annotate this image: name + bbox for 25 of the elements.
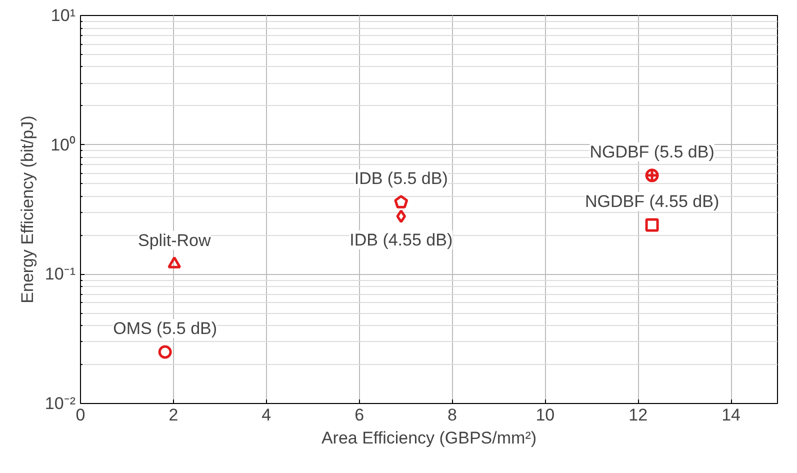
series-label: IDB (5.5 dB) <box>354 169 448 188</box>
y-tick-label: 10⁻² <box>44 394 76 413</box>
series-label: NGDBF (5.5 dB) <box>590 142 714 162</box>
x-tick-label: 12 <box>628 406 648 424</box>
x-tick-label: 0 <box>76 406 86 424</box>
point <box>158 345 172 359</box>
series-label: Split-Row <box>138 230 212 250</box>
series-label: IDB (4.55 dB) <box>350 230 453 250</box>
series-label: OMS (5.5 dB) <box>113 319 218 338</box>
x-axis-title: Area Efficiency (GBPS/mm²) <box>321 428 537 448</box>
point <box>645 168 659 182</box>
x-tick-label: 6 <box>354 406 364 424</box>
point <box>396 210 406 224</box>
point <box>645 218 659 232</box>
x-tick-label: 2 <box>168 406 178 424</box>
y-tick-label: 10¹ <box>50 6 76 25</box>
y-tick-label: 10⁻¹ <box>44 264 76 284</box>
y-tick-label: 10⁰ <box>50 135 76 154</box>
x-tick-label: 14 <box>722 406 740 424</box>
series-label: NGDBF (4.55 dB) <box>584 192 720 211</box>
x-tick-label: 10 <box>536 406 555 424</box>
point <box>394 194 408 208</box>
x-tick-label: 4 <box>262 406 272 424</box>
y-axis-title: Energy Efficiency (bit/pJ) <box>18 116 37 304</box>
x-tick-label: 8 <box>448 406 457 424</box>
